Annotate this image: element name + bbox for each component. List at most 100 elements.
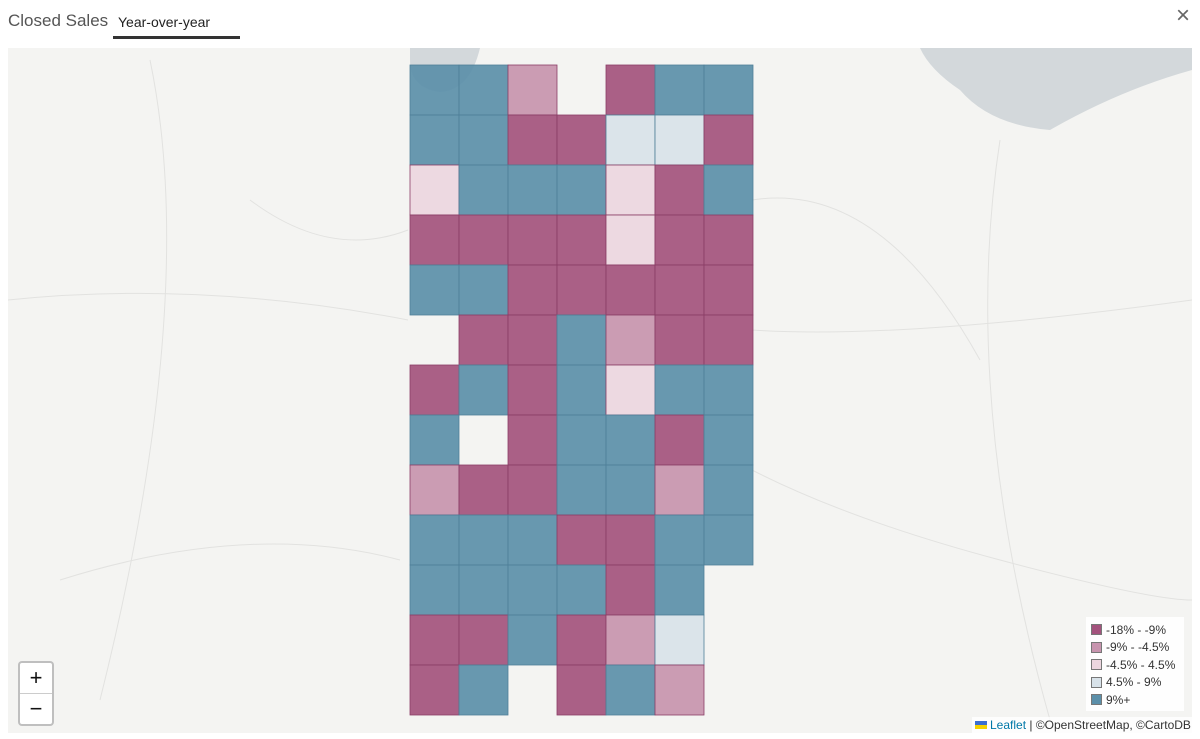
county[interactable] <box>703 164 754 216</box>
county[interactable] <box>409 464 460 516</box>
county[interactable] <box>556 414 607 466</box>
county[interactable] <box>556 614 607 666</box>
county[interactable] <box>507 114 558 166</box>
attribution-text: | ©OpenStreetMap, ©CartoDB <box>1029 718 1191 732</box>
close-button[interactable]: × <box>1176 2 1191 29</box>
county[interactable] <box>605 114 656 166</box>
county[interactable] <box>458 64 509 116</box>
county[interactable] <box>409 614 460 666</box>
county[interactable] <box>654 364 705 416</box>
county[interactable] <box>605 664 656 716</box>
county[interactable] <box>458 564 509 616</box>
county[interactable] <box>507 564 558 616</box>
county[interactable] <box>409 214 460 266</box>
county[interactable] <box>458 114 509 166</box>
county[interactable] <box>409 564 460 616</box>
county[interactable] <box>458 214 509 266</box>
county[interactable] <box>703 514 754 566</box>
legend-swatch <box>1091 659 1102 671</box>
attribution: Leaflet | ©OpenStreetMap, ©CartoDB <box>972 717 1192 733</box>
county[interactable] <box>409 414 460 466</box>
county[interactable] <box>556 664 607 716</box>
county[interactable] <box>507 464 558 516</box>
county[interactable] <box>605 414 656 466</box>
county[interactable] <box>458 664 509 716</box>
county[interactable] <box>409 164 460 216</box>
county[interactable] <box>703 464 754 516</box>
legend-item: 9%+ <box>1091 691 1184 709</box>
zoom-in[interactable]: + <box>29 665 43 690</box>
county[interactable] <box>654 314 705 366</box>
county[interactable] <box>654 464 705 516</box>
county[interactable] <box>703 314 754 366</box>
legend-item: -18% - -9% <box>1091 621 1184 639</box>
legend-item: 4.5% - 9% <box>1091 674 1184 692</box>
county[interactable] <box>409 64 460 116</box>
county[interactable] <box>458 364 509 416</box>
county[interactable] <box>605 564 656 616</box>
county[interactable] <box>556 564 607 616</box>
county[interactable] <box>409 514 460 566</box>
county[interactable] <box>458 514 509 566</box>
county[interactable] <box>556 314 607 366</box>
county[interactable] <box>409 264 460 316</box>
county[interactable] <box>409 364 460 416</box>
legend-label: -9% - -4.5% <box>1106 640 1170 655</box>
legend-swatch <box>1091 694 1102 706</box>
county[interactable] <box>458 314 509 366</box>
county[interactable] <box>703 364 754 416</box>
county[interactable] <box>654 564 705 616</box>
county[interactable] <box>605 614 656 666</box>
county[interactable] <box>605 164 656 216</box>
county[interactable] <box>507 314 558 366</box>
county[interactable] <box>654 114 705 166</box>
county[interactable] <box>458 264 509 316</box>
county[interactable] <box>654 164 705 216</box>
county[interactable] <box>507 614 558 666</box>
county[interactable] <box>507 214 558 266</box>
county[interactable] <box>703 214 754 266</box>
county[interactable] <box>556 264 607 316</box>
county[interactable] <box>605 514 656 566</box>
county[interactable] <box>507 64 558 116</box>
county[interactable] <box>703 64 754 116</box>
county[interactable] <box>654 414 705 466</box>
county[interactable] <box>458 614 509 666</box>
county[interactable] <box>654 664 705 716</box>
county[interactable] <box>605 364 656 416</box>
county[interactable] <box>605 214 656 266</box>
county[interactable] <box>507 264 558 316</box>
county[interactable] <box>703 264 754 316</box>
county[interactable] <box>654 264 705 316</box>
county[interactable] <box>556 364 607 416</box>
county[interactable] <box>654 514 705 566</box>
county[interactable] <box>703 414 754 466</box>
county[interactable] <box>654 214 705 266</box>
county[interactable] <box>605 464 656 516</box>
county[interactable] <box>507 364 558 416</box>
county[interactable] <box>507 414 558 466</box>
leaflet-link[interactable]: Leaflet <box>990 718 1027 732</box>
legend-label: 4.5% - 9% <box>1106 675 1162 690</box>
county[interactable] <box>556 164 607 216</box>
county[interactable] <box>409 664 460 716</box>
county[interactable] <box>409 114 460 166</box>
county[interactable] <box>605 264 656 316</box>
county[interactable] <box>556 214 607 266</box>
county[interactable] <box>556 114 607 166</box>
tab[interactable]: Year-over-year <box>113 14 240 39</box>
lake <box>920 48 1192 130</box>
county[interactable] <box>458 164 509 216</box>
county[interactable] <box>654 614 705 666</box>
county[interactable] <box>703 114 754 166</box>
county[interactable] <box>556 514 607 566</box>
zoom-out[interactable]: − <box>20 693 52 724</box>
county[interactable] <box>605 64 656 116</box>
county[interactable] <box>507 164 558 216</box>
county[interactable] <box>458 464 509 516</box>
county[interactable] <box>605 314 656 366</box>
county[interactable] <box>556 464 607 516</box>
county[interactable] <box>654 64 705 116</box>
county[interactable] <box>507 514 558 566</box>
